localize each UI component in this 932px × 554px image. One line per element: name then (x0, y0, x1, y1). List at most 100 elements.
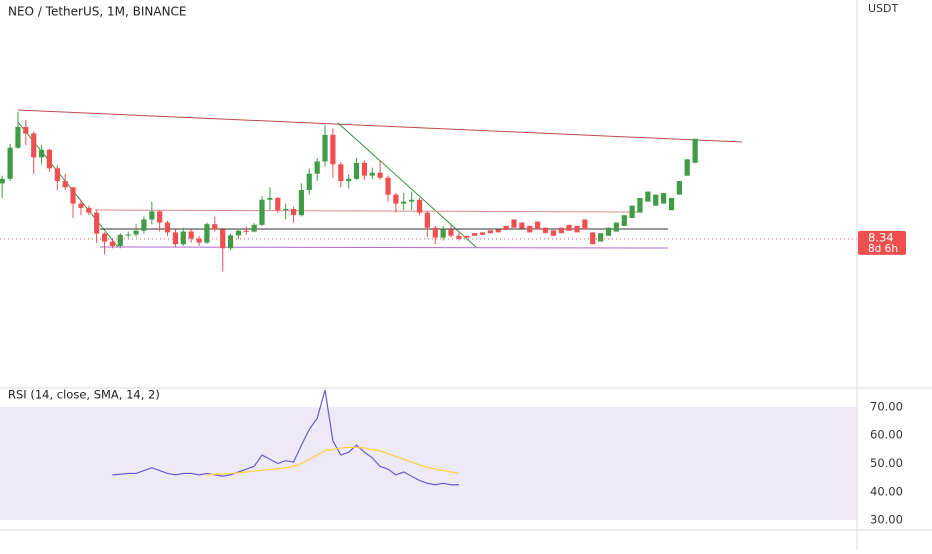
candle-body (456, 235, 462, 239)
candle-body (645, 191, 651, 202)
candle-body (629, 205, 635, 218)
candle-body (668, 197, 675, 211)
candle-body (527, 225, 533, 233)
candle-body (653, 194, 659, 206)
rsi-line (112, 389, 459, 486)
candle-body (133, 230, 139, 235)
candle-body (70, 187, 76, 204)
candle-body (157, 211, 163, 223)
trendline (17, 109, 743, 143)
candle-body (149, 211, 155, 220)
candle-body (353, 162, 360, 179)
candle-body (684, 159, 690, 176)
candle-body (125, 234, 131, 236)
candle-body (38, 149, 45, 158)
candle-body (479, 232, 486, 235)
candle-body (7, 147, 13, 179)
candle-body (660, 193, 667, 204)
candle-body (54, 168, 60, 182)
candle-body (393, 194, 399, 204)
candle-body (464, 235, 470, 238)
candle-body (23, 126, 29, 134)
candle-body (346, 178, 352, 182)
y-tick-label: 70.00 (870, 399, 903, 413)
candle-body (558, 227, 564, 234)
candle-body (598, 233, 604, 242)
candle-body (15, 126, 21, 148)
candle-body (227, 235, 234, 249)
candle-body (298, 190, 305, 216)
candle-body (164, 222, 171, 233)
candle-body (204, 224, 210, 243)
candle-body (495, 229, 501, 233)
candle-body (212, 224, 218, 230)
candle-body (385, 177, 391, 195)
candle-body (535, 221, 541, 230)
candle-body (621, 215, 627, 226)
countdown-label: 8d 6h (868, 243, 898, 255)
candle-body (94, 212, 100, 234)
candle-body (574, 225, 580, 233)
candle-body (46, 149, 53, 169)
rsi-line (206, 446, 460, 476)
candle-body (676, 181, 682, 195)
candle-body (251, 224, 257, 232)
y-tick-label: 30.00 (870, 513, 903, 527)
candle-body (605, 227, 612, 236)
chart-title: NEO / TetherUS, 1M, BINANCE (8, 5, 187, 19)
candle-body (62, 181, 68, 188)
candle-body (322, 134, 328, 162)
candle-body (141, 219, 147, 231)
candle-body (259, 199, 265, 225)
drawings (17, 109, 743, 249)
candle-body (377, 172, 383, 178)
last-price-box (858, 230, 906, 255)
y-tick-label: 50.00 (870, 456, 903, 470)
candle-body (109, 241, 116, 246)
candle-body (31, 133, 37, 158)
candle-body (283, 208, 289, 211)
candle-body (590, 232, 596, 245)
candle-body (550, 230, 557, 236)
price-unit: USDT (868, 2, 899, 15)
candle-body (432, 227, 438, 238)
candle-body (692, 138, 698, 163)
trendline (337, 122, 477, 248)
candle-body (613, 222, 619, 232)
candle-body (78, 203, 84, 208)
candle-body (519, 222, 525, 229)
candle-body (180, 231, 186, 245)
candle-body (172, 232, 179, 245)
candle-body (196, 238, 202, 243)
candle-body (235, 230, 241, 236)
level-line (94, 209, 641, 213)
candle-body (511, 219, 517, 228)
candle-body (424, 212, 430, 228)
candle-body (582, 219, 588, 230)
candle-body (487, 230, 493, 234)
candle-body (338, 164, 344, 182)
candle-body (243, 230, 249, 232)
candle-body (188, 231, 194, 239)
candle-body (86, 207, 92, 213)
candle-body (440, 229, 446, 238)
marks (0, 111, 857, 486)
candle-body (416, 199, 423, 213)
candle-body (472, 233, 478, 236)
y-tick-label: 60.00 (870, 428, 903, 442)
candle-body (330, 134, 336, 165)
last-price-label: 8.34 (868, 230, 894, 244)
candle-body (401, 201, 407, 204)
candle-body (369, 172, 375, 176)
candle-body (542, 227, 549, 234)
candle-body (275, 197, 281, 211)
candle-body (361, 162, 368, 176)
candle-body (290, 208, 297, 216)
candle-body (314, 161, 320, 174)
candle-body (220, 229, 226, 249)
candle-body (0, 178, 5, 184)
candle-body (448, 229, 454, 236)
rsi-band (0, 406, 857, 521)
candle-body (101, 233, 108, 242)
